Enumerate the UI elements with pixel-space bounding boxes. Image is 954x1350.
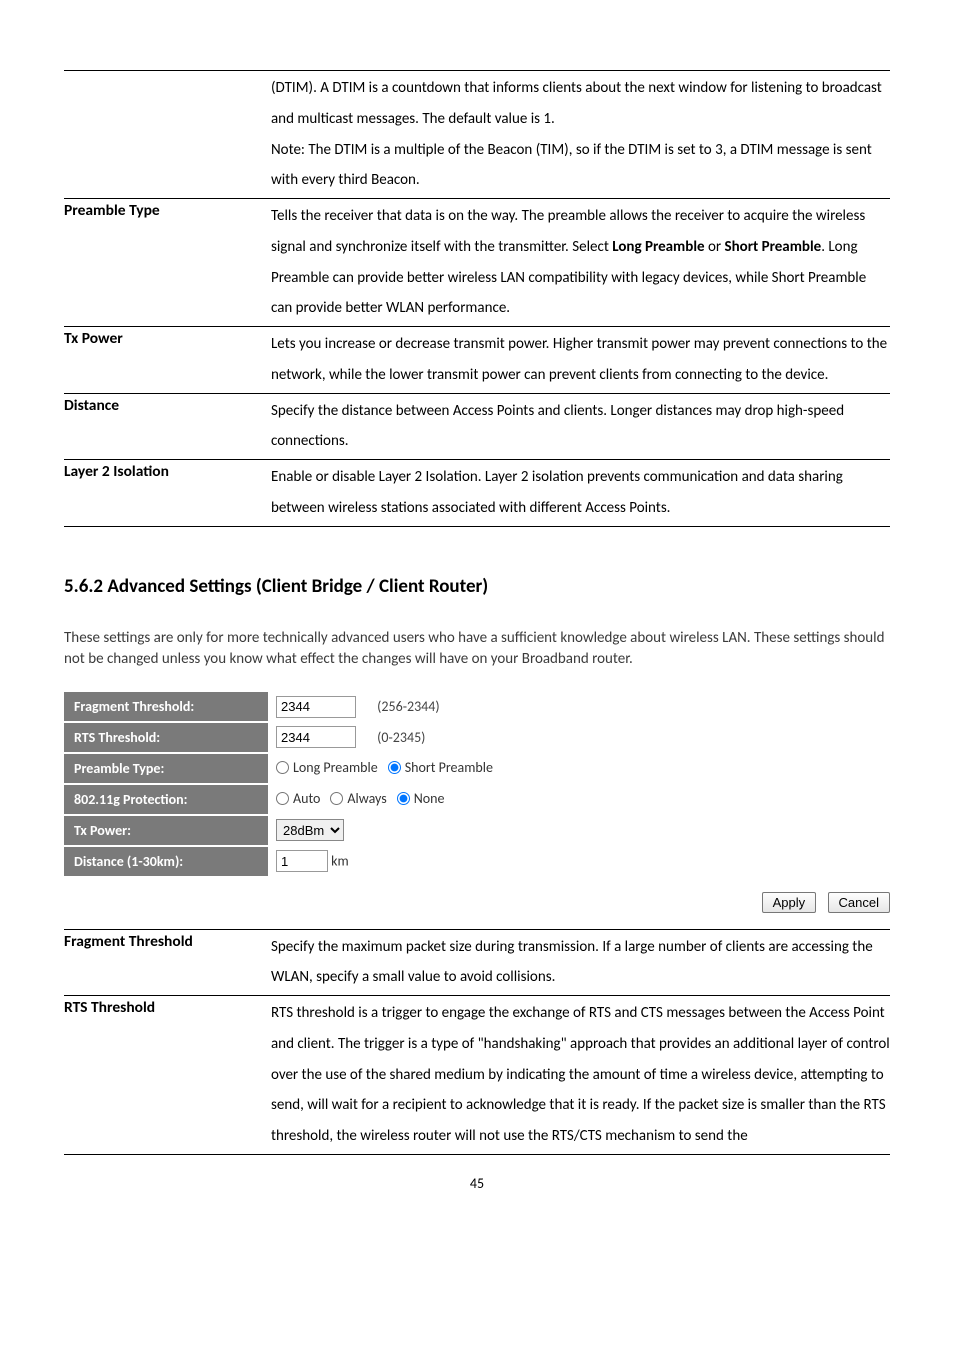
distance-input[interactable] <box>276 850 328 872</box>
definition-row: Fragment ThresholdSpecify the maximum pa… <box>64 930 890 996</box>
definition-row: Tx PowerLets you increase or decrease tr… <box>64 327 890 393</box>
definition-row: Layer 2 IsolationEnable or disable Layer… <box>64 460 890 526</box>
definition-row: (DTIM). A DTIM is a countdown that infor… <box>64 71 890 199</box>
protection-radio-label: None <box>414 790 445 807</box>
definitions-bottom: Fragment ThresholdSpecify the maximum pa… <box>64 929 890 1155</box>
definition-label: Preamble Type <box>64 199 271 327</box>
definition-desc: (DTIM). A DTIM is a countdown that infor… <box>271 71 890 199</box>
definition-label: Layer 2 Isolation <box>64 460 271 526</box>
cancel-button[interactable]: Cancel <box>828 892 890 913</box>
definition-desc: Specify the maximum packet size during t… <box>271 930 890 996</box>
protection-option[interactable]: None <box>397 790 445 807</box>
settings-form: Fragment Threshold: (256-2344) RTS Thres… <box>64 692 511 878</box>
protection-radio[interactable] <box>276 792 289 805</box>
rts-threshold-input[interactable] <box>276 726 356 748</box>
protection-radio[interactable] <box>397 792 410 805</box>
definition-label: RTS Threshold <box>64 996 271 1154</box>
button-row: Apply Cancel <box>64 892 890 913</box>
definition-row: Preamble TypeTells the receiver that dat… <box>64 199 890 327</box>
definitions-top: (DTIM). A DTIM is a countdown that infor… <box>64 70 890 527</box>
rts-threshold-label: RTS Threshold: <box>64 722 268 753</box>
preamble-radio[interactable] <box>388 761 401 774</box>
definition-desc: Lets you increase or decrease transmit p… <box>271 327 890 393</box>
protection-radio-label: Always <box>347 790 386 807</box>
rts-threshold-hint: (0-2345) <box>377 729 425 746</box>
protection-option[interactable]: Always <box>330 790 386 807</box>
tx-power-select[interactable]: 28dBm <box>276 819 344 841</box>
form-intro: These settings are only for more technic… <box>64 628 890 670</box>
fragment-threshold-label: Fragment Threshold: <box>64 692 268 722</box>
definition-desc: RTS threshold is a trigger to engage the… <box>271 996 890 1154</box>
preamble-radio[interactable] <box>276 761 289 774</box>
definition-desc: Tells the receiver that data is on the w… <box>271 199 890 327</box>
distance-label: Distance (1-30km): <box>64 846 268 877</box>
preamble-type-label: Preamble Type: <box>64 753 268 784</box>
definition-label: Fragment Threshold <box>64 930 271 996</box>
fragment-threshold-input[interactable] <box>276 696 356 718</box>
preamble-option[interactable]: Short Preamble <box>388 759 493 776</box>
preamble-option[interactable]: Long Preamble <box>276 759 378 776</box>
preamble-radio-label: Short Preamble <box>405 759 493 776</box>
distance-unit: km <box>331 853 349 870</box>
protection-radio[interactable] <box>330 792 343 805</box>
page-number: 45 <box>64 1175 890 1192</box>
protection-radio-label: Auto <box>293 790 320 807</box>
definition-desc: Enable or disable Layer 2 Isolation. Lay… <box>271 460 890 526</box>
definition-label: Tx Power <box>64 327 271 393</box>
fragment-threshold-hint: (256-2344) <box>377 698 439 715</box>
tx-power-label: Tx Power: <box>64 815 268 846</box>
definition-label <box>64 71 271 199</box>
definition-desc: Specify the distance between Access Poin… <box>271 394 890 460</box>
definition-row: RTS ThresholdRTS threshold is a trigger … <box>64 996 890 1154</box>
protection-option[interactable]: Auto <box>276 790 320 807</box>
apply-button[interactable]: Apply <box>762 892 817 913</box>
definition-label: Distance <box>64 394 271 460</box>
section-heading: 5.6.2 Advanced Settings (Client Bridge /… <box>64 575 890 598</box>
preamble-radio-label: Long Preamble <box>293 759 378 776</box>
protection-label: 802.11g Protection: <box>64 784 268 815</box>
definition-row: DistanceSpecify the distance between Acc… <box>64 394 890 460</box>
